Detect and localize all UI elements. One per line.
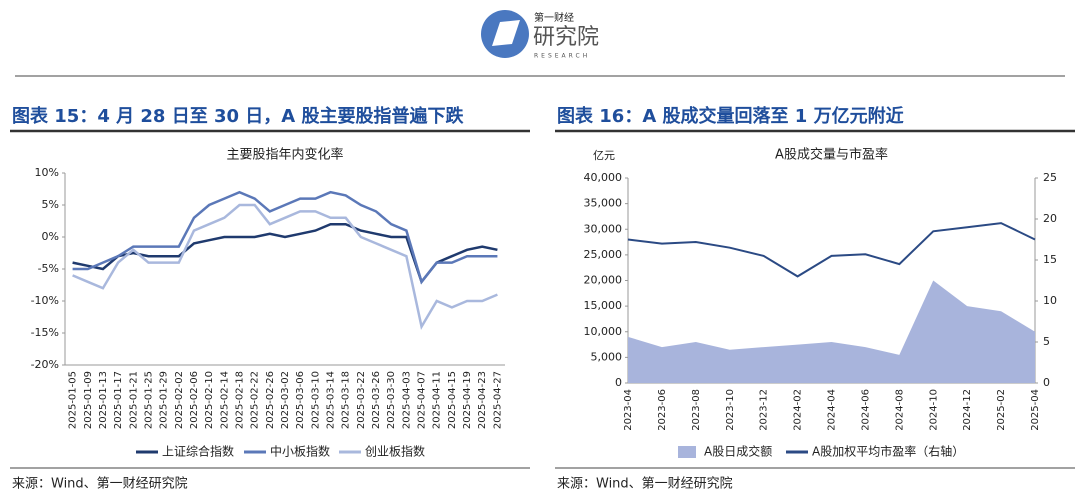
- x-tick-label: 2024-10: [928, 389, 939, 431]
- x-tick-label: 2025-01-25: [143, 371, 154, 429]
- y-tick-label: 0: [615, 376, 622, 389]
- y-tick-label: -5%: [38, 262, 59, 275]
- y2-tick-label: 20: [1043, 212, 1057, 225]
- x-tick-label: 2025-03-22: [356, 371, 367, 429]
- legend-label: 创业板指数: [365, 444, 425, 459]
- x-tick-label: 2025-02-14: [219, 371, 230, 429]
- x-tick-label: 2023-10: [725, 389, 736, 431]
- x-tick-label: 2025-01-09: [83, 371, 94, 429]
- y-tick-label: 10%: [35, 166, 59, 179]
- y-tick-label: -20%: [31, 358, 59, 371]
- logo: 第一财经 研究院 RESEARCH: [481, 10, 599, 60]
- logo-main: 研究院: [533, 25, 599, 50]
- area: [628, 280, 1035, 383]
- x-tick-label: 2025-04-07: [417, 371, 428, 429]
- x-tick-label: 2025-01-29: [159, 371, 170, 429]
- y2-tick-label: 15: [1043, 253, 1057, 266]
- x-tick-label: 2024-06: [860, 389, 871, 431]
- y2-tick-label: 10: [1043, 294, 1057, 307]
- legend-label: 中小板指数: [270, 444, 330, 459]
- legend-label: 上证综合指数: [162, 444, 234, 459]
- x-tick-label: 2025-03-14: [326, 371, 337, 429]
- y2-tick-label: 25: [1043, 171, 1057, 184]
- x-tick-label: 2024-12: [962, 389, 973, 431]
- legend-label: A股日成交额: [704, 444, 772, 459]
- logo-top: 第一财经: [534, 11, 574, 24]
- x-tick-label: 2025-02-26: [265, 371, 276, 429]
- y-tick-label: 20,000: [584, 274, 623, 287]
- x-tick-label: 2023-12: [759, 389, 770, 431]
- x-tick-label: 2023-06: [657, 389, 668, 431]
- y-tick-label: -10%: [31, 294, 59, 307]
- x-tick-label: 2023-08: [691, 389, 702, 431]
- x-tick-label: 2025-03-10: [310, 371, 321, 429]
- caption: 图表 16：A 股成交量回落至 1 万亿元附近: [557, 105, 904, 127]
- y-tick-label: 30,000: [584, 222, 623, 235]
- x-tick-label: 2025-03-06: [295, 371, 306, 429]
- x-tick-label: 2025-04-19: [462, 371, 473, 429]
- x-tick-label: 2025-01-17: [113, 371, 124, 429]
- y-tick-label: 15,000: [584, 299, 623, 312]
- x-tick-label: 2025-04-15: [447, 371, 458, 429]
- line: [627, 222, 1036, 278]
- logo-shape: [492, 20, 520, 46]
- caption: 图表 15：4 月 28 日至 30 日，A 股主要股指普遍下跌: [12, 105, 464, 127]
- logo-sub: RESEARCH: [534, 53, 590, 60]
- legend-label: A股加权平均市盈率（右轴）: [812, 444, 964, 459]
- x-tick-label: 2025-04-11: [432, 371, 443, 429]
- x-tick-label: 2025-04: [1030, 389, 1041, 431]
- x-tick-label: 2025-03-26: [371, 371, 382, 429]
- x-tick-label: 2024-04: [827, 389, 838, 431]
- y-tick-label: 5,000: [591, 350, 623, 363]
- y2-tick-label: 0: [1043, 376, 1050, 389]
- y-tick-label: 5%: [42, 198, 59, 211]
- source: 来源：Wind、第一财经研究院: [12, 477, 188, 492]
- x-tick-label: 2024-08: [894, 389, 905, 431]
- legend-swatch: [678, 446, 696, 458]
- x-tick-label: 2025-04-23: [477, 371, 488, 429]
- x-tick-label: 2025-03-02: [280, 371, 291, 429]
- y-tick-label: 0%: [42, 230, 59, 243]
- y-tick-label: 25,000: [584, 248, 623, 261]
- x-tick-label: 2025-02-22: [250, 371, 261, 429]
- x-tick-label: 2025-02-10: [204, 371, 215, 429]
- x-tick-label: 2025-03-18: [341, 371, 352, 429]
- y-tick-label: -15%: [31, 326, 59, 339]
- x-tick-label: 2025-04-03: [401, 371, 412, 429]
- x-tick-label: 2025-01-13: [98, 371, 109, 429]
- x-tick-label: 2025-02-02: [174, 371, 185, 429]
- y-tick-label: 40,000: [584, 171, 623, 184]
- y-axis-label: 亿元: [593, 149, 615, 162]
- x-tick-label: 2025-01-05: [68, 371, 79, 429]
- y2-tick-label: 5: [1043, 335, 1050, 348]
- x-tick-label: 2023-04: [623, 389, 634, 431]
- x-tick-label: 2025-02: [996, 389, 1007, 431]
- source: 来源：Wind、第一财经研究院: [557, 477, 733, 492]
- chart-title: A股成交量与市盈率: [775, 147, 888, 163]
- line: [72, 190, 498, 285]
- x-tick-label: 2025-02-18: [234, 371, 245, 429]
- line: [72, 203, 498, 330]
- x-tick-label: 2024-02: [793, 389, 804, 431]
- chart-title: 主要股指年内变化率: [226, 147, 343, 163]
- x-tick-label: 2025-04-27: [492, 371, 503, 429]
- y-tick-label: 35,000: [584, 197, 623, 210]
- y-tick-label: 10,000: [584, 325, 623, 338]
- x-tick-label: 2025-02-06: [189, 371, 200, 429]
- x-tick-label: 2025-03-30: [386, 371, 397, 429]
- x-tick-label: 2025-01-21: [128, 371, 139, 429]
